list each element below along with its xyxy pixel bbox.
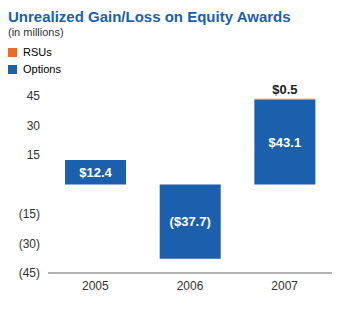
svg-text:2005: 2005 (82, 279, 109, 293)
html-text:Options: Options (23, 63, 61, 75)
svg-text:(45): (45) (19, 266, 40, 280)
svg-text:$43.1: $43.1 (269, 135, 302, 150)
html-text:(in millions): (in millions) (8, 26, 64, 38)
svg-text:(15): (15) (19, 207, 40, 221)
svg-text:30: 30 (27, 119, 41, 133)
svg-text:(30): (30) (19, 237, 40, 251)
svg-text:$12.4: $12.4 (79, 165, 112, 180)
html-text:RSUs: RSUs (23, 46, 52, 58)
svg-text:15: 15 (27, 148, 41, 162)
svg-text:2007: 2007 (271, 279, 298, 293)
svg-text:($37.7): ($37.7) (170, 214, 211, 229)
html-text:Unrealized Gain/Loss on Equity: Unrealized Gain/Loss on Equity Awards (8, 8, 291, 25)
svg-text:2006: 2006 (177, 279, 204, 293)
svg-text:45: 45 (27, 89, 41, 103)
svg-text:$0.5: $0.5 (272, 82, 297, 97)
